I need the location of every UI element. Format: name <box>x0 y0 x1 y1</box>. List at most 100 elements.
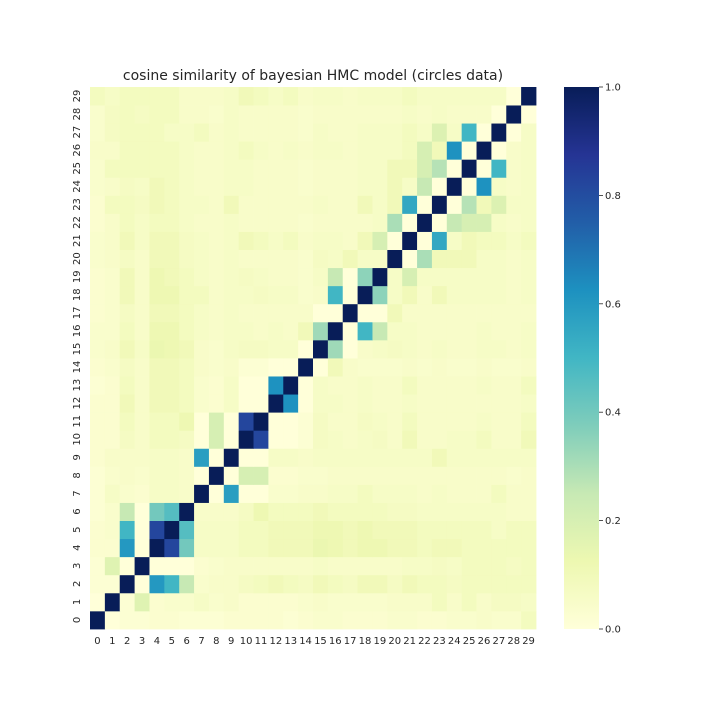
heatmap-cell <box>342 141 358 160</box>
heatmap-cell <box>402 267 418 287</box>
heatmap-cell <box>313 610 329 630</box>
heatmap-cell <box>431 231 448 250</box>
heatmap-cell <box>179 610 195 630</box>
heatmap-cell <box>461 231 477 250</box>
heatmap-cell <box>327 592 344 612</box>
heatmap-cell <box>223 213 240 232</box>
heatmap-cell <box>149 285 165 305</box>
heatmap-cell <box>402 538 418 558</box>
heatmap-cell <box>372 448 388 467</box>
heatmap-cell <box>372 123 388 142</box>
heatmap-cell <box>476 195 492 214</box>
colorbar <box>564 87 599 629</box>
heatmap-cell <box>446 177 463 196</box>
heatmap-cell <box>402 213 418 232</box>
heatmap-cell <box>521 339 537 359</box>
heatmap-cell <box>268 231 284 250</box>
heatmap-cell <box>491 556 507 576</box>
heatmap-cell <box>446 358 463 377</box>
heatmap-cell <box>506 303 522 323</box>
heatmap-cell <box>446 141 463 160</box>
heatmap-cell <box>417 484 433 503</box>
heatmap-cell <box>179 303 195 323</box>
heatmap-cell <box>342 358 358 377</box>
heatmap-cell <box>506 159 522 178</box>
heatmap-cell <box>327 430 344 449</box>
heatmap-cell <box>521 466 537 485</box>
heatmap-cell <box>179 592 195 612</box>
heatmap-cell <box>119 267 135 287</box>
heatmap-cell <box>387 141 403 160</box>
heatmap-cell <box>149 592 165 612</box>
heatmap-cell <box>104 105 121 124</box>
heatmap-cell <box>372 484 388 503</box>
heatmap-cell <box>342 520 358 540</box>
heatmap-cell <box>357 430 373 449</box>
heatmap-cell <box>179 430 195 449</box>
heatmap-cell <box>134 358 150 377</box>
heatmap-cell <box>313 502 329 521</box>
heatmap-cell <box>268 87 284 106</box>
heatmap-cell <box>179 231 195 250</box>
heatmap-cell <box>521 448 537 467</box>
heatmap-cell <box>194 556 210 576</box>
heatmap-cell <box>327 249 344 269</box>
heatmap-cell <box>327 159 344 178</box>
heatmap-cell <box>372 195 388 214</box>
heatmap-cell <box>134 339 150 359</box>
y-tick-label: 8 <box>72 472 83 478</box>
heatmap-cell <box>164 87 180 106</box>
heatmap-cell <box>194 249 210 269</box>
heatmap-cell <box>134 448 150 467</box>
heatmap-cell <box>521 592 537 612</box>
heatmap-cell <box>327 303 344 323</box>
heatmap-cell <box>417 592 433 612</box>
heatmap-cell <box>342 430 358 449</box>
heatmap-cell <box>119 177 135 196</box>
heatmap-cell <box>90 195 106 214</box>
heatmap-cell <box>253 520 269 540</box>
heatmap-cell <box>119 466 135 485</box>
heatmap-cell <box>119 430 135 449</box>
heatmap-cell <box>372 249 388 269</box>
heatmap-cell <box>134 538 150 558</box>
heatmap-cell <box>446 502 463 521</box>
heatmap-cell <box>402 123 418 142</box>
heatmap-cell <box>253 502 269 521</box>
heatmap-cell <box>90 502 106 521</box>
heatmap-cell <box>372 574 388 594</box>
x-tick-label: 5 <box>169 636 175 647</box>
heatmap-cell <box>179 538 195 558</box>
heatmap-cell <box>342 267 358 287</box>
heatmap-cell <box>521 376 537 395</box>
heatmap-cell <box>268 285 284 305</box>
heatmap-cell <box>298 538 314 558</box>
heatmap-cell <box>104 466 121 485</box>
heatmap-cell <box>476 412 492 431</box>
heatmap-cell <box>313 592 329 612</box>
heatmap-cell <box>476 321 492 341</box>
heatmap-cell <box>179 87 195 106</box>
heatmap-cell <box>476 159 492 178</box>
heatmap-cell <box>194 430 210 449</box>
heatmap-cell <box>327 105 344 124</box>
heatmap-cell <box>104 610 121 630</box>
x-tick-label: 9 <box>228 636 234 647</box>
heatmap-cell <box>402 177 418 196</box>
heatmap-cell <box>357 249 373 269</box>
heatmap-cell <box>208 592 225 612</box>
heatmap-cell <box>521 285 537 305</box>
heatmap-cell <box>179 556 195 576</box>
heatmap-cell <box>313 123 329 142</box>
heatmap-cell <box>357 87 373 106</box>
heatmap-cell <box>506 448 522 467</box>
heatmap-cell <box>208 249 225 269</box>
heatmap-cell <box>179 141 195 160</box>
heatmap-cell <box>238 592 254 612</box>
heatmap-cell <box>446 520 463 540</box>
heatmap-cell <box>268 538 284 558</box>
y-tick-label: 2 <box>72 581 83 587</box>
heatmap-cell <box>342 249 358 269</box>
heatmap-cell <box>491 394 507 413</box>
heatmap-cell <box>357 267 373 287</box>
